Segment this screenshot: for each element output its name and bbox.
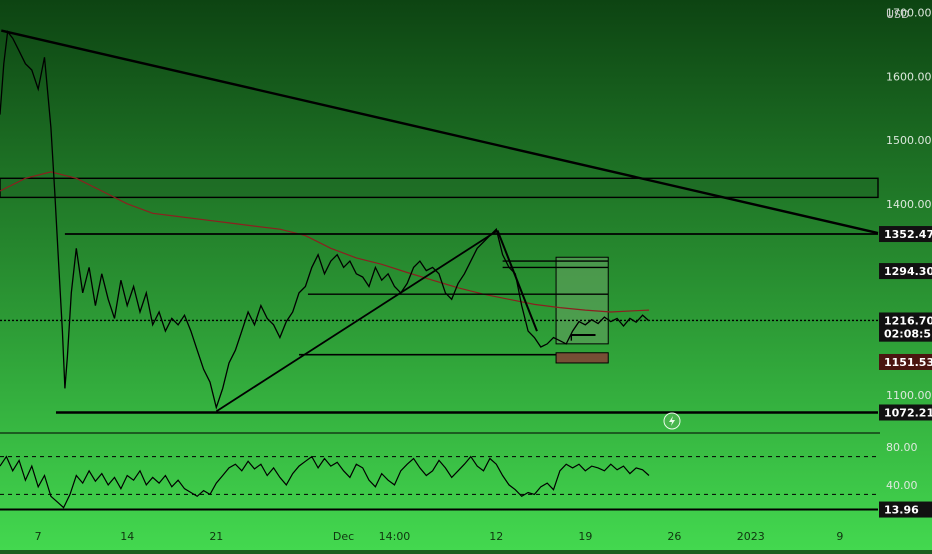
price-pane[interactable] [0,29,879,414]
price-tick-label: 1600.00 [886,70,932,83]
price-tag-label: 1151.53 [884,356,932,369]
trend-drawing-0 [1,29,879,235]
time-tick-label: 21 [209,530,223,543]
price-tag-bg [879,263,932,280]
price-tag-label: 1294.30 [884,265,932,278]
currency-label: USD [886,8,910,21]
oscillator-tag-bg [879,501,932,518]
price-tag-label: 02:08:52 [884,328,932,341]
price-tick-label: 1400.00 [886,198,932,211]
price-axis[interactable]: 1700.00 1600.00 1500.00 1400.00 1100.00 1352.… [879,7,932,518]
time-tick-label: 2023 [737,530,765,543]
time-tick-label: Dec [333,530,354,543]
resistance-band-0 [0,177,879,199]
time-tick-label: 7 [35,530,42,543]
price-tag-label: 1216.70 [884,314,932,327]
price-tag-label: 1352.47 [884,228,932,241]
oscillator-tick-label: 40.00 [886,479,918,492]
time-tick-label: 14 [120,530,134,543]
position-zone-brown [555,352,609,364]
price-tag-bg [879,353,932,370]
replay-icon[interactable] [663,412,681,430]
time-tick-label: 9 [836,530,843,543]
price-tick-label: 1700.00 [886,7,932,20]
time-axis[interactable]: 7 14 21 Dec 14:00 12 19 26 2023 9 [0,520,932,550]
time-tick-label: 12 [489,530,503,543]
time-tick-label: 14:00 [379,530,411,543]
oscillator-tick-label: 80.00 [886,441,918,454]
price-line [0,30,650,410]
time-tick-label: 26 [667,530,681,543]
price-tag-bg [879,226,932,243]
oscillator-line [0,455,650,509]
price-tag-bg [879,325,932,342]
position-zone-green [555,256,609,345]
time-axis-bg [0,520,932,550]
price-tag-label: 1072.21 [884,406,932,419]
oscillator-tag-label: 13.96 [884,504,919,517]
trend-drawing-4 [215,229,499,413]
price-tag-bg [879,404,932,421]
oscillator-pane[interactable] [0,455,878,511]
price-tick-label: 1500.00 [886,134,932,147]
time-tick-label: 19 [578,530,592,543]
moving-average-line [0,171,650,313]
price-tag-bg [879,312,932,329]
price-tick-label: 1100.00 [886,389,932,402]
trend-drawing-5 [496,230,538,332]
